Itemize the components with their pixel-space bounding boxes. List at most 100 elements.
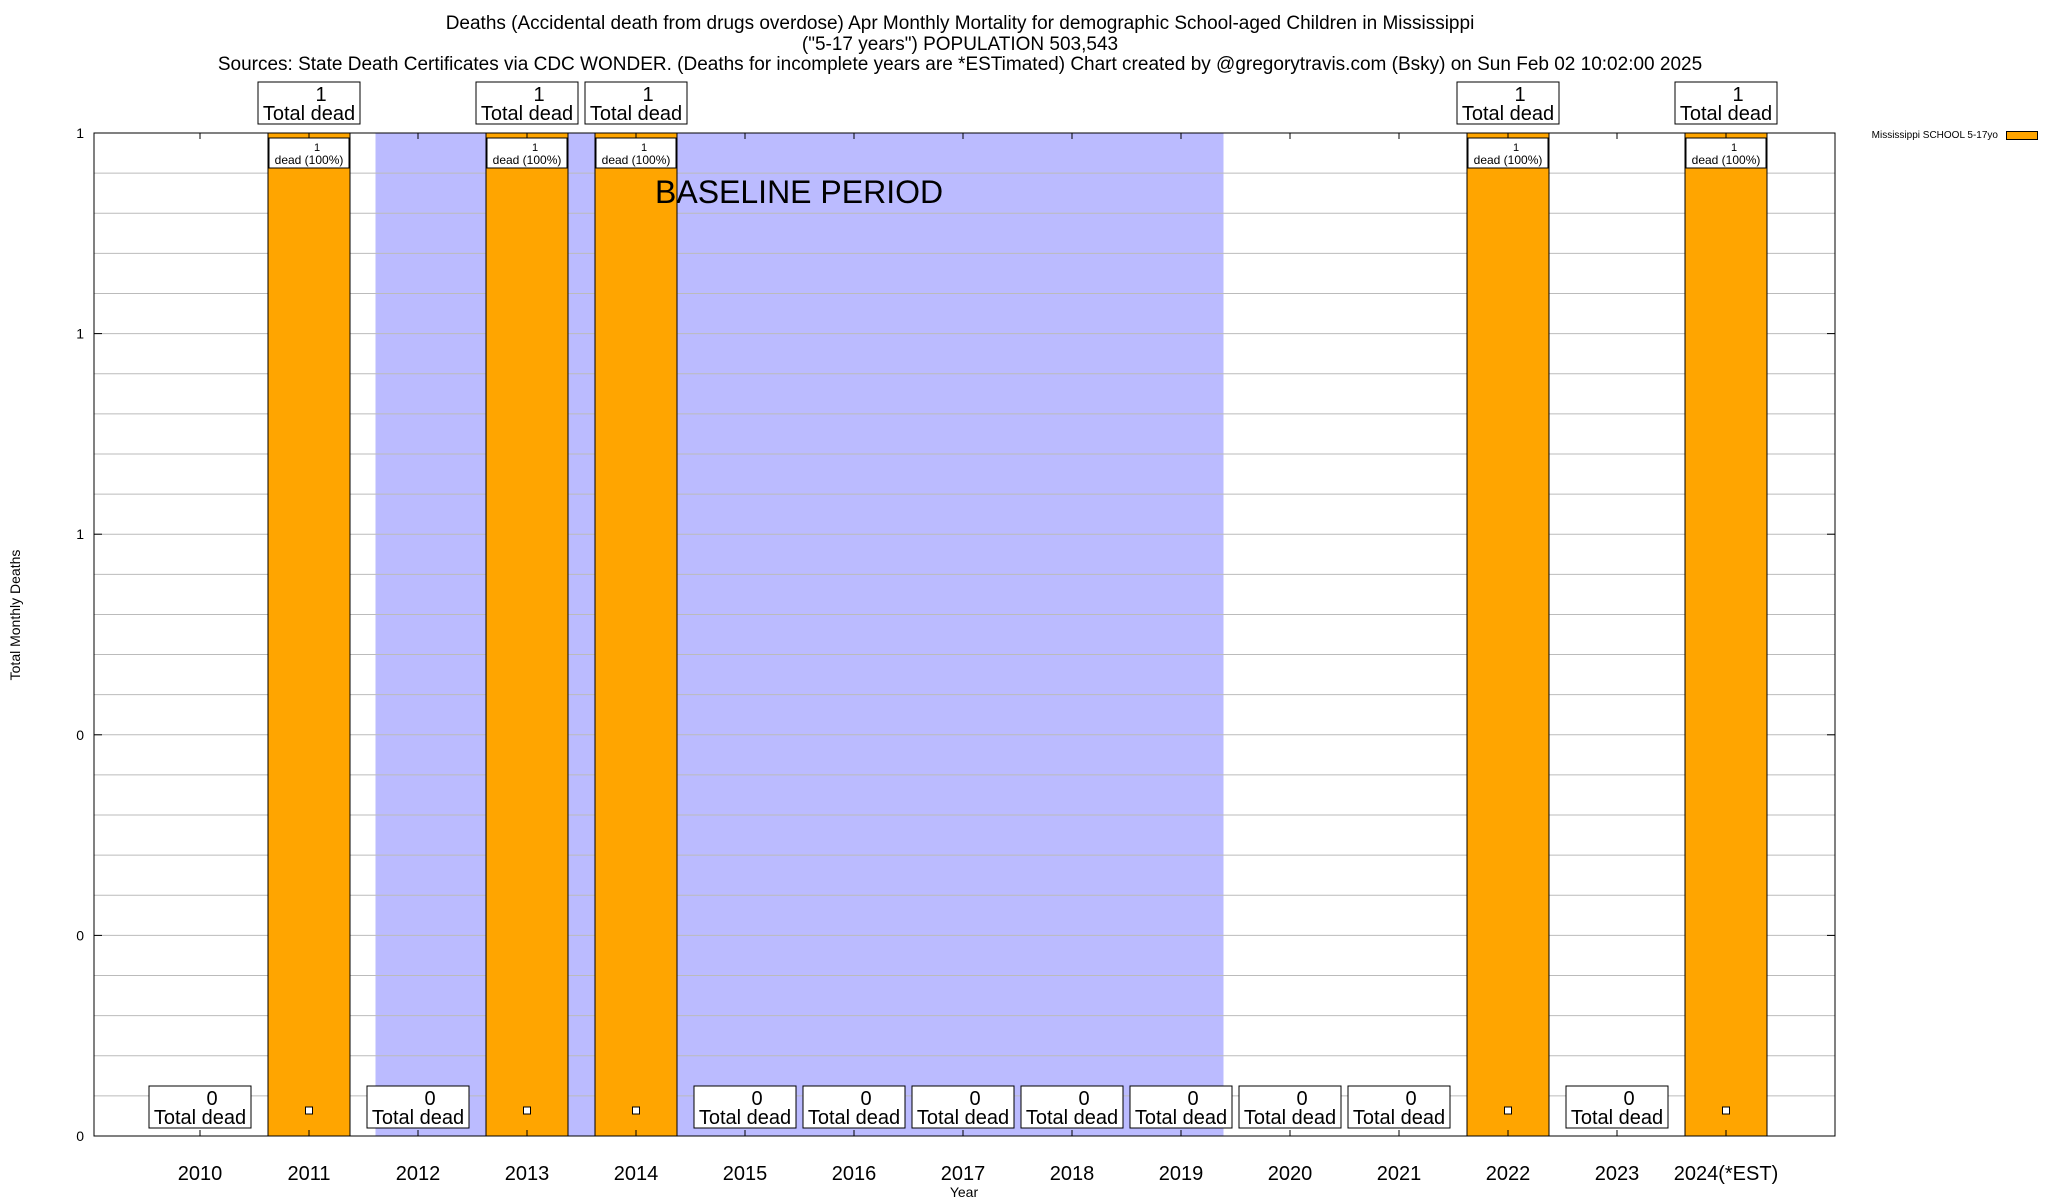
total-label-box <box>1674 81 1778 125</box>
x-tick-label: 2013 <box>505 1163 550 1185</box>
total-label-box <box>1456 81 1560 125</box>
bar <box>594 132 678 1137</box>
total-label-box <box>148 1085 252 1129</box>
bar <box>485 132 569 1137</box>
total-label-box <box>1347 1085 1451 1129</box>
bar-label-pct: dead (100%) <box>602 153 671 167</box>
x-axis-title: Year <box>950 1184 979 1200</box>
y-tick-label: 1 <box>76 125 84 141</box>
legend-swatch <box>2006 130 2038 140</box>
legend: Mississippi SCHOOL 5-17yo <box>1872 130 2038 141</box>
total-label-box <box>584 81 688 125</box>
total-label-count: 0 <box>1623 1088 1634 1110</box>
baseline-period-label: BASELINE PERIOD <box>655 174 943 210</box>
bar-label-box <box>1685 137 1767 169</box>
zero-marker <box>1504 1106 1512 1115</box>
total-label-text: Total dead <box>263 103 355 125</box>
total-label-text: Total dead <box>1026 1107 1118 1129</box>
total-label-text: Total dead <box>808 1107 900 1129</box>
total-label-text: Total dead <box>699 1107 791 1129</box>
total-label-count: 0 <box>424 1088 435 1110</box>
bar-label-count: 1 <box>1513 142 1519 154</box>
total-label-text: Total dead <box>1244 1107 1336 1129</box>
y-tick-label: 0 <box>76 727 84 743</box>
total-label-box <box>1129 1085 1233 1129</box>
total-label-count: 0 <box>206 1088 217 1110</box>
x-tick-label: 2014 <box>614 1163 659 1185</box>
plot-border <box>93 132 1836 1137</box>
bar-label-count: 1 <box>532 142 538 154</box>
x-tick-label: 2016 <box>832 1163 877 1185</box>
total-label-count: 0 <box>1187 1088 1198 1110</box>
total-label-box <box>1565 1085 1669 1129</box>
bar-label-pct: dead (100%) <box>1474 153 1543 167</box>
bar <box>267 132 351 1137</box>
total-label-count: 1 <box>1732 84 1743 106</box>
total-label-count: 1 <box>315 84 326 106</box>
x-tick-label: 2024(*EST) <box>1674 1163 1779 1185</box>
x-tick-label: 2010 <box>178 1163 223 1185</box>
total-label-box <box>693 1085 797 1129</box>
legend-label: Mississippi SCHOOL 5-17yo <box>1871 130 1998 141</box>
total-label-count: 0 <box>1296 1088 1307 1110</box>
x-tick-label: 2020 <box>1268 1163 1313 1185</box>
total-label-text: Total dead <box>372 1107 464 1129</box>
bar-label-count: 1 <box>314 142 320 154</box>
x-tick-label: 2015 <box>723 1163 768 1185</box>
chart-subtitle: ("5-17 years") POPULATION 503,543 <box>801 34 1119 55</box>
y-tick-label: 0 <box>76 1128 84 1144</box>
total-label-count: 0 <box>969 1088 980 1110</box>
x-tick-label: 2011 <box>287 1163 330 1185</box>
total-label-text: Total dead <box>481 103 573 125</box>
total-label-text: Total dead <box>1135 1107 1227 1129</box>
x-tick-label: 2017 <box>941 1163 986 1185</box>
bar-label-count: 1 <box>641 142 647 154</box>
y-tick-label: 1 <box>76 326 84 342</box>
chart-source-credit: Sources: State Death Certificates via CD… <box>217 54 1703 75</box>
total-label-text: Total dead <box>590 103 682 125</box>
total-label-count: 0 <box>1405 1088 1416 1110</box>
y-axis-title: Total Monthly Deaths <box>7 550 23 681</box>
zero-marker <box>523 1106 531 1115</box>
total-label-text: Total dead <box>154 1107 246 1129</box>
bar <box>1684 132 1768 1137</box>
total-label-count: 0 <box>860 1088 871 1110</box>
zero-marker <box>305 1106 313 1115</box>
x-tick-label: 2012 <box>396 1163 441 1185</box>
x-tick-label: 2018 <box>1050 1163 1095 1185</box>
zero-marker <box>632 1106 640 1115</box>
total-label-text: Total dead <box>917 1107 1009 1129</box>
x-tick-label: 2019 <box>1159 1163 1204 1185</box>
bar-label-count: 1 <box>1731 142 1737 154</box>
total-label-count: 0 <box>751 1088 762 1110</box>
bar-label-pct: dead (100%) <box>1692 153 1761 167</box>
total-label-text: Total dead <box>1680 103 1772 125</box>
total-label-text: Total dead <box>1571 1107 1663 1129</box>
total-label-box <box>802 1085 906 1129</box>
total-label-text: Total dead <box>1353 1107 1445 1129</box>
total-label-box <box>1238 1085 1342 1129</box>
total-label-count: 0 <box>1078 1088 1089 1110</box>
bar-label-box <box>486 137 568 169</box>
bar-label-box <box>1467 137 1549 169</box>
total-label-count: 1 <box>642 84 653 106</box>
total-label-box <box>366 1085 470 1129</box>
bar <box>1466 132 1550 1137</box>
bar-label-box <box>595 137 677 169</box>
chart-title: Deaths (Accidental death from drugs over… <box>445 13 1475 34</box>
x-tick-label: 2021 <box>1377 1163 1422 1185</box>
bar-label-box <box>268 137 350 169</box>
y-tick-label: 0 <box>76 927 84 943</box>
y-tick-label: 1 <box>76 526 84 542</box>
total-label-box <box>475 81 579 125</box>
bar-label-pct: dead (100%) <box>275 153 344 167</box>
total-label-box <box>1020 1085 1124 1129</box>
total-label-box <box>257 81 361 125</box>
total-label-box <box>911 1085 1015 1129</box>
bar-label-pct: dead (100%) <box>493 153 562 167</box>
total-label-count: 1 <box>1514 84 1525 106</box>
total-label-count: 1 <box>533 84 544 106</box>
x-tick-label: 2022 <box>1486 1163 1531 1185</box>
total-label-text: Total dead <box>1462 103 1554 125</box>
